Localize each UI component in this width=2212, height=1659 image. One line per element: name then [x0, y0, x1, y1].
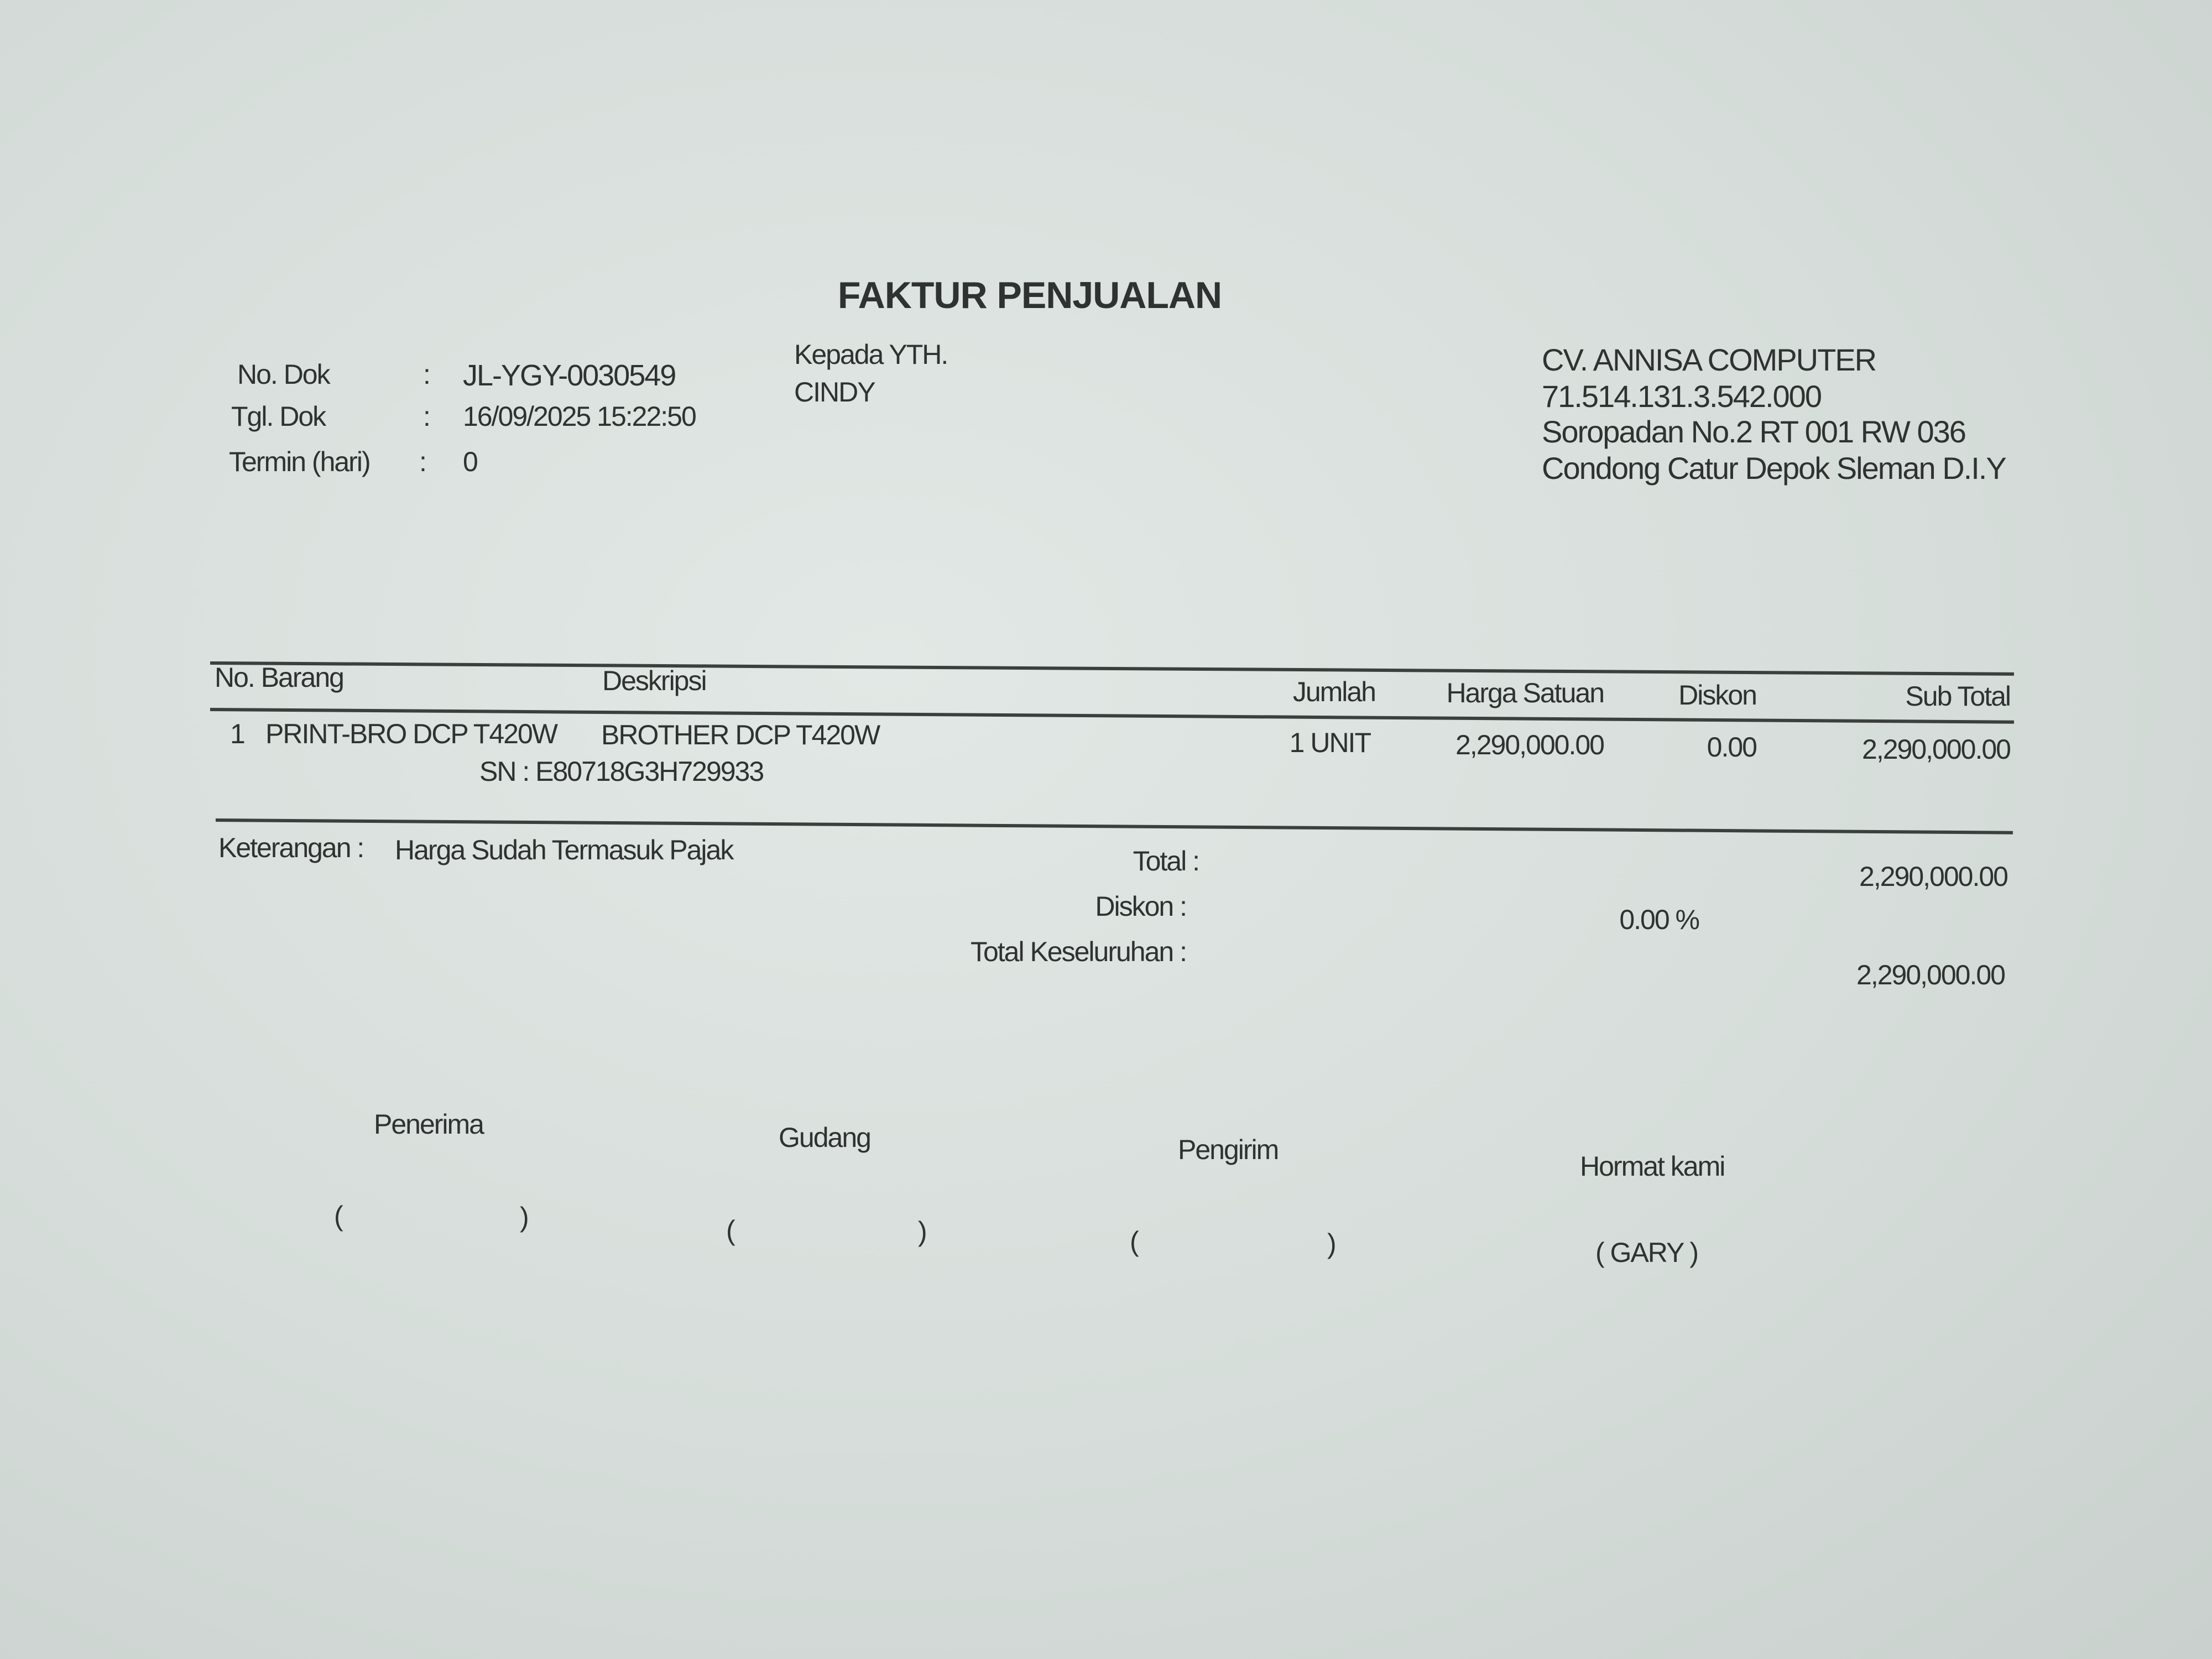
termin-value: 0 [463, 446, 478, 477]
colon: : [423, 401, 431, 432]
total-label: Total : [1133, 846, 1200, 877]
signature-pengirim-label: Pengirim [1178, 1134, 1279, 1165]
signature-close-paren: ) [918, 1216, 927, 1247]
row-quantity: 1 UNIT [1289, 727, 1371, 758]
company-address-2: Condong Catur Depok Sleman D.I.Y [1542, 451, 2007, 486]
row-description: BROTHER DCP T420W [601, 719, 880, 750]
row-unit-price: 2,290,000.00 [1455, 729, 1605, 760]
no-dok-value: JL-YGY-0030549 [463, 359, 676, 392]
header-sub-total: Sub Total [1905, 681, 2011, 712]
table-top-rule [210, 661, 2014, 676]
recipient-name: CINDY [794, 377, 876, 408]
row-subtotal: 2,290,000.00 [1862, 734, 2011, 765]
row-item-code: PRINT-BRO DCP T420W [265, 718, 558, 749]
header-no-barang: No. Barang [215, 662, 345, 693]
company-npwp: 71.514.131.3.542.000 [1542, 379, 1822, 414]
grand-total-value: 2,290,000.00 [1856, 959, 2006, 990]
header-harga-satuan: Harga Satuan [1446, 677, 1605, 708]
header-jumlah: Jumlah [1292, 676, 1376, 707]
header-deskripsi: Deskripsi [602, 665, 707, 696]
grand-total-label: Total Keseluruhan : [970, 936, 1187, 967]
total-value: 2,290,000.00 [1859, 861, 2008, 892]
signature-open-paren: ( [334, 1201, 343, 1232]
discount-label: Diskon : [1095, 891, 1187, 922]
signature-penerima-label: Penerima [374, 1109, 484, 1140]
no-dok-label: No. Dok [237, 359, 331, 390]
row-discount: 0.00 [1707, 732, 1757, 763]
signer-name: ( GARY ) [1595, 1237, 1699, 1268]
keterangan-label: Keterangan : [218, 832, 364, 863]
table-bottom-rule [215, 818, 2013, 834]
discount-value: 0.00 % [1619, 904, 1700, 935]
tgl-dok-label: Tgl. Dok [231, 401, 326, 432]
company-name: CV. ANNISA COMPUTER [1542, 342, 1877, 377]
signature-open-paren: ( [1130, 1226, 1139, 1257]
keterangan-value: Harga Sudah Termasuk Pajak [395, 834, 734, 865]
signature-hormat-label: Hormat kami [1580, 1151, 1725, 1182]
page-title: FAKTUR PENJUALAN [837, 274, 1222, 316]
signature-gudang-label: Gudang [779, 1122, 872, 1153]
recipient-label: Kepada YTH. [794, 339, 948, 370]
tgl-dok-value: 16/09/2025 15:22:50 [463, 401, 697, 432]
colon: : [419, 446, 427, 477]
signature-close-paren: ) [520, 1202, 529, 1233]
company-address-1: Soropadan No.2 RT 001 RW 036 [1542, 414, 1966, 449]
header-diskon: Diskon [1678, 680, 1757, 711]
colon: : [423, 359, 431, 390]
signature-close-paren: ) [1327, 1228, 1337, 1259]
row-serial-number: SN : E80718G3H729933 [479, 756, 764, 787]
signature-open-paren: ( [726, 1215, 735, 1246]
row-number: 1 [230, 718, 246, 749]
termin-label: Termin (hari) [229, 446, 371, 477]
